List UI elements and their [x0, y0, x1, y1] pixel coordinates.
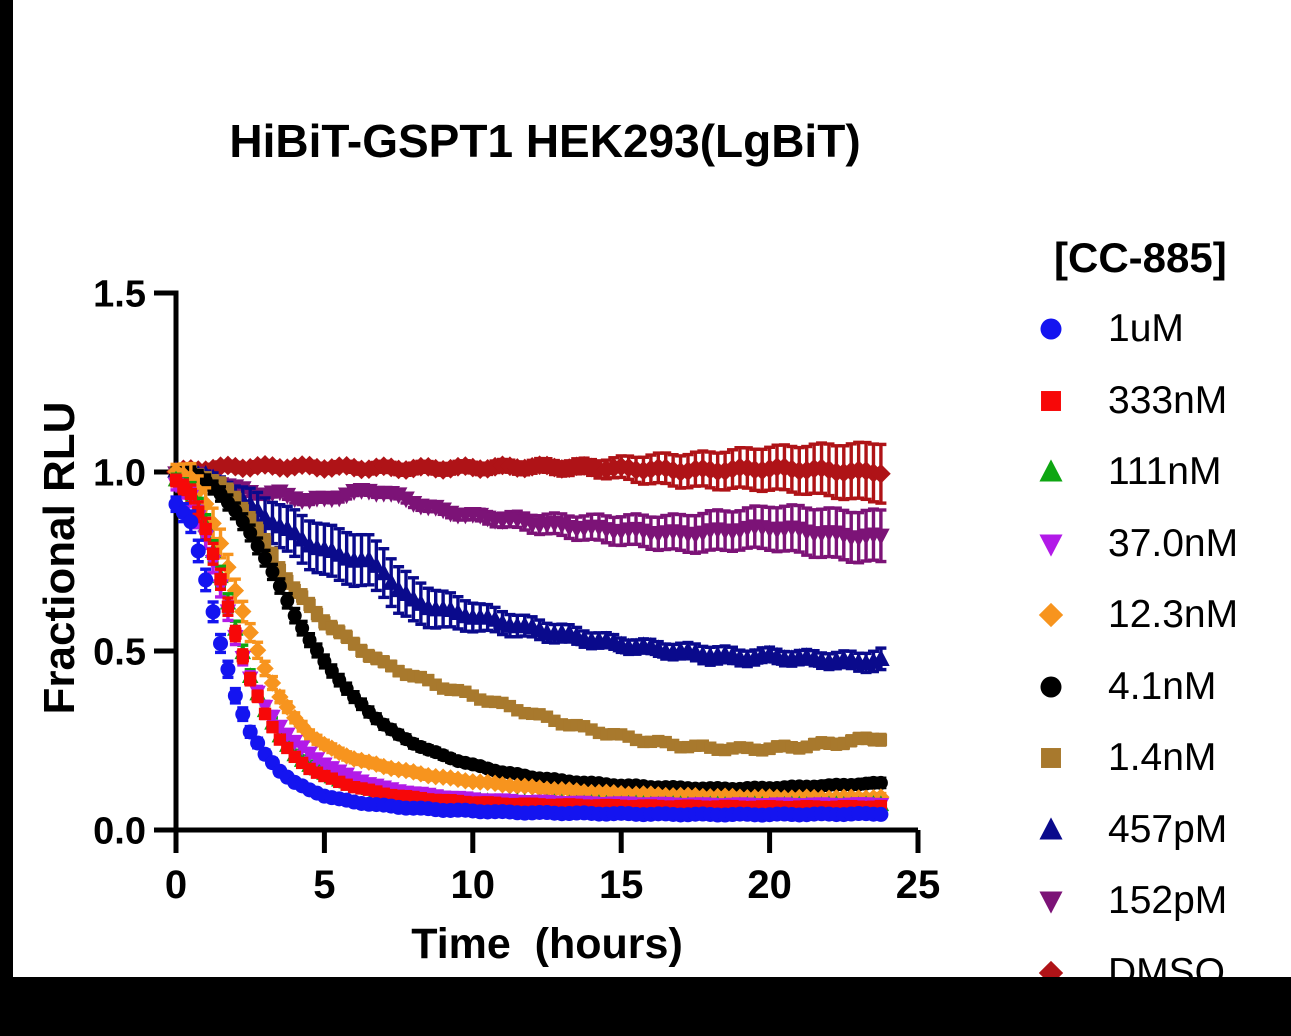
legend-marker-12-3nm-icon [1038, 602, 1064, 628]
legend-item-label: 37.0nM [1108, 521, 1239, 565]
chart-title: HiBiT-GSPT1 HEK293(LgBiT) [229, 115, 861, 167]
x-axis-tick-labels: 0 5 10 15 20 25 [165, 863, 940, 907]
legend-marker-1-4nm-icon [1041, 748, 1061, 768]
series-dmso [166, 440, 891, 505]
legend-item-label: 152pM [1108, 879, 1228, 922]
axes [173, 290, 918, 833]
legend-item-111nm: 111nM [1036, 448, 1221, 496]
svg-text:25: 25 [896, 863, 941, 907]
legend-item-152pm: 152pM [1036, 877, 1227, 925]
legend-marker-333nm-icon [1041, 390, 1061, 411]
svg-text:15: 15 [599, 863, 644, 907]
legend-marker-dmso-icon [1038, 960, 1064, 985]
legend-marker-1um-icon [1040, 318, 1062, 340]
series-457pm [167, 460, 890, 675]
legend-marker-457pm-icon [1039, 816, 1063, 839]
legend-item-1-4nm: 1.4nM [1036, 734, 1216, 782]
legend-item-4-1nm: 4.1nM [1036, 663, 1216, 711]
legend-item-label: 4.1nM [1108, 664, 1217, 708]
svg-text:20: 20 [747, 863, 792, 907]
legend-marker-152pm-icon [1039, 891, 1063, 914]
legend-item-label: 1uM [1108, 307, 1184, 350]
legend-item-37-0nm: 37.0nM [1036, 520, 1238, 568]
left-frame-bar [0, 0, 13, 1036]
series-1um [168, 495, 889, 823]
svg-text:1.0: 1.0 [93, 453, 146, 495]
legend-item-label: 111nM [1108, 450, 1222, 493]
svg-text:1.5: 1.5 [93, 274, 146, 316]
legend-marker-37-0nm-icon [1039, 534, 1063, 557]
legend-title: [CC-885] [1054, 234, 1227, 281]
legend-item-label: 333nM [1108, 378, 1228, 422]
svg-text:0.5: 0.5 [93, 632, 146, 674]
svg-text:0.0: 0.0 [93, 811, 146, 853]
legend-item-label: 1.4nM [1108, 736, 1217, 779]
legend-item-label: 12.3nM [1108, 593, 1239, 636]
x-axis-title: Time (hours) [411, 920, 683, 968]
legend-marker-4-1nm-icon [1040, 676, 1062, 697]
legend-item-1um: 1uM [1036, 305, 1184, 353]
svg-text:5: 5 [313, 863, 335, 907]
y-axis-tick-labels: 0.0 0.5 1.0 1.5 [93, 274, 146, 853]
x-axis-ticks [173, 830, 921, 853]
svg-text:0: 0 [165, 863, 187, 907]
legend-item-label: 457pM [1108, 807, 1228, 851]
legend-marker-111nm-icon [1039, 459, 1063, 482]
legend-item-457pm: 457pM [1036, 806, 1227, 854]
legend-item-12-3nm: 12.3nM [1036, 591, 1238, 639]
bottom-frame-bar [0, 977, 1291, 1036]
svg-text:10: 10 [451, 863, 496, 907]
legend-item-333nm: 333nM [1036, 377, 1227, 425]
